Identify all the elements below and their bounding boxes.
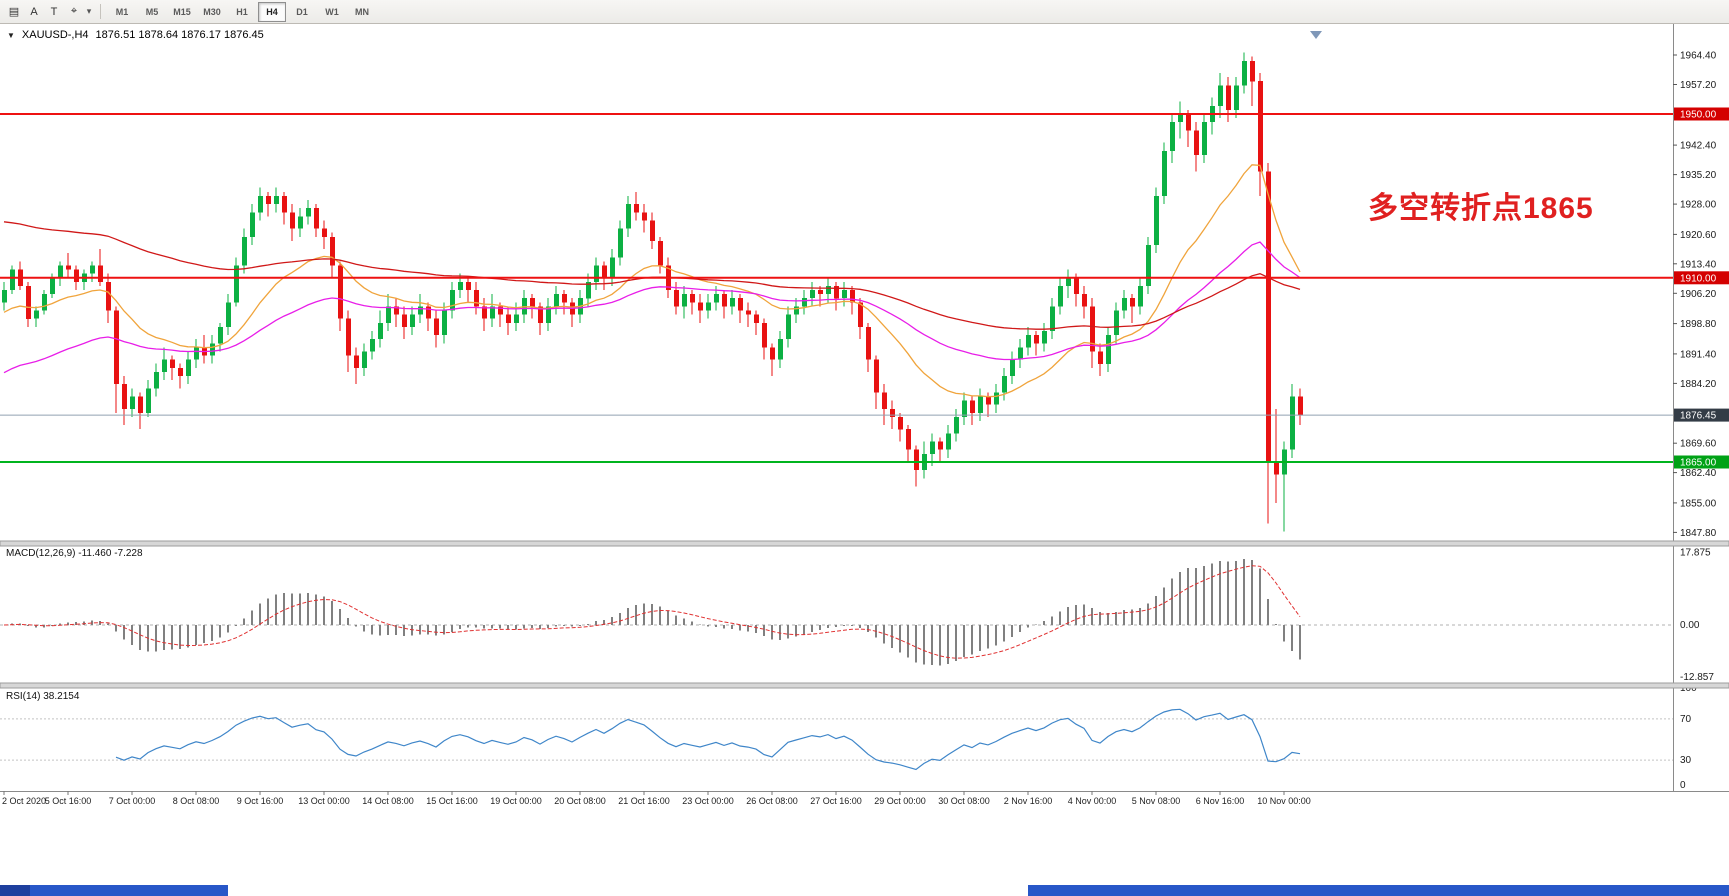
price-tag-1950.00: 1950.00 (1674, 107, 1729, 121)
dropdown-triangle-icon[interactable]: ▼ (7, 30, 15, 40)
svg-text:5 Nov 08:00: 5 Nov 08:00 (1132, 796, 1181, 806)
svg-text:0: 0 (1680, 780, 1686, 791)
svg-text:0.00: 0.00 (1680, 620, 1700, 631)
svg-text:14 Oct 08:00: 14 Oct 08:00 (362, 796, 414, 806)
svg-text:1957.20: 1957.20 (1680, 80, 1717, 91)
tools-dropdown-caret[interactable]: ▾ (86, 6, 92, 16)
svg-text:15 Oct 16:00: 15 Oct 16:00 (426, 796, 478, 806)
svg-text:1920.60: 1920.60 (1680, 230, 1717, 241)
timeframe-button-M30[interactable]: M30 (203, 6, 221, 17)
taskbar-dark-segment (0, 885, 30, 896)
svg-text:1884.20: 1884.20 (1680, 379, 1717, 390)
timeframe-button-M1[interactable]: M1 (115, 6, 129, 17)
macd-histogram (11, 558, 1301, 666)
price-axis[interactable] (1673, 24, 1729, 791)
taskbar-white-segment (228, 885, 1028, 896)
candlesticks (2, 52, 1303, 532)
timeframe-toolbar: M1 M5 M15 M30 H1 H4 D1 W1 MN (107, 1, 377, 22)
panel-separator[interactable] (0, 682, 1729, 689)
crosshair-tool-button[interactable]: ⌖ (70, 5, 78, 17)
chart-shift-marker-icon[interactable] (1310, 31, 1322, 39)
svg-text:1891.40: 1891.40 (1680, 349, 1717, 360)
arrow-tool-button[interactable]: A (30, 5, 38, 18)
svg-text:29 Oct 00:00: 29 Oct 00:00 (874, 796, 926, 806)
rsi-line (115, 708, 1301, 771)
macd-signal-line (3, 565, 1301, 659)
svg-text:-12.857: -12.857 (1680, 672, 1714, 683)
svg-text:1865.00: 1865.00 (1680, 458, 1717, 469)
svg-text:1910.00: 1910.00 (1680, 273, 1717, 284)
svg-text:1898.80: 1898.80 (1680, 319, 1717, 330)
svg-text:1942.40: 1942.40 (1680, 141, 1717, 152)
chart-title: ▼ XAUUSD-,H4 1876.51 1878.64 1876.17 187… (7, 29, 264, 41)
svg-text:17.875: 17.875 (1680, 548, 1711, 559)
price-axis-labels: 1964.40 1957.20 1942.40 1935.20 1928.00 1920.… (1673, 51, 1717, 539)
svg-text:1913.40: 1913.40 (1680, 259, 1717, 270)
svg-text:30: 30 (1680, 755, 1692, 766)
macd-indicator-label: MACD(12,26,9) -11.460 -7.228 (6, 548, 143, 559)
text-tool-button[interactable]: T (50, 5, 58, 18)
mid-ma-line (3, 241, 1301, 374)
panel-separator[interactable] (0, 540, 1729, 547)
svg-text:2 Nov 16:00: 2 Nov 16:00 (1004, 796, 1053, 806)
svg-text:30 Oct 08:00: 30 Oct 08:00 (938, 796, 990, 806)
svg-text:1950.00: 1950.00 (1680, 110, 1717, 121)
price-tag-1910.00: 1910.00 (1674, 271, 1729, 285)
fast-ma-line (3, 164, 1301, 398)
toolbar: ▤ A T ⌖ ▾ M1 M5 M15 M30 H1 H4 D1 W1 MN (0, 0, 1729, 24)
timeframe-button-MN[interactable]: MN (355, 6, 369, 17)
rsi-indicator-label: RSI(14) 38.2154 (6, 691, 80, 702)
price-tag-1865.00: 1865.00 (1674, 455, 1729, 469)
toolbar-separator (100, 4, 101, 19)
svg-text:1862.40: 1862.40 (1680, 468, 1717, 479)
svg-text:27 Oct 16:00: 27 Oct 16:00 (810, 796, 862, 806)
ohlc-values: 1876.51 1878.64 1876.17 1876.45 (95, 29, 264, 41)
timeframe-button-H4[interactable]: H4 (258, 1, 286, 22)
svg-text:1906.20: 1906.20 (1680, 289, 1717, 300)
annotation-text[interactable]: 多空转折点1865 (1368, 192, 1594, 225)
svg-text:1869.60: 1869.60 (1680, 439, 1717, 450)
charts-list-button[interactable]: ▤ (8, 6, 20, 18)
toolbar-tools: ▤ A T ⌖ ▾ (4, 3, 94, 21)
symbol-label: XAUUSD-,H4 (21, 29, 89, 41)
svg-text:1876.45: 1876.45 (1680, 411, 1717, 422)
svg-text:5 Oct 16:00: 5 Oct 16:00 (45, 796, 92, 806)
taskbar-strip (0, 885, 1729, 896)
svg-text:19 Oct 00:00: 19 Oct 00:00 (490, 796, 542, 806)
timeframe-button-H1[interactable]: H1 (236, 6, 248, 17)
svg-text:1847.80: 1847.80 (1680, 528, 1717, 539)
svg-text:1964.40: 1964.40 (1680, 51, 1717, 62)
svg-text:70: 70 (1680, 714, 1692, 725)
svg-text:7 Oct 00:00: 7 Oct 00:00 (109, 796, 156, 806)
svg-text:1855.00: 1855.00 (1680, 498, 1717, 509)
svg-text:10 Nov 00:00: 10 Nov 00:00 (1257, 796, 1311, 806)
svg-text:9 Oct 16:00: 9 Oct 16:00 (237, 796, 284, 806)
svg-text:4 Nov 00:00: 4 Nov 00:00 (1068, 796, 1117, 806)
svg-text:20 Oct 08:00: 20 Oct 08:00 (554, 796, 606, 806)
svg-text:2 Oct 2020: 2 Oct 2020 (2, 796, 46, 806)
timeframe-button-D1[interactable]: D1 (296, 6, 308, 17)
svg-text:8 Oct 08:00: 8 Oct 08:00 (173, 796, 220, 806)
svg-text:13 Oct 00:00: 13 Oct 00:00 (298, 796, 350, 806)
svg-text:23 Oct 00:00: 23 Oct 00:00 (682, 796, 734, 806)
price-tag-1876.45: 1876.45 (1674, 408, 1729, 422)
svg-text:21 Oct 16:00: 21 Oct 16:00 (618, 796, 670, 806)
timeframe-button-M5[interactable]: M5 (145, 6, 159, 17)
timeframe-button-M15[interactable]: M15 (173, 6, 191, 17)
svg-text:1928.00: 1928.00 (1680, 200, 1717, 211)
timeframe-button-W1[interactable]: W1 (325, 6, 339, 17)
svg-text:6 Nov 16:00: 6 Nov 16:00 (1196, 796, 1245, 806)
svg-text:26 Oct 08:00: 26 Oct 08:00 (746, 796, 798, 806)
svg-text:1935.20: 1935.20 (1680, 170, 1717, 181)
